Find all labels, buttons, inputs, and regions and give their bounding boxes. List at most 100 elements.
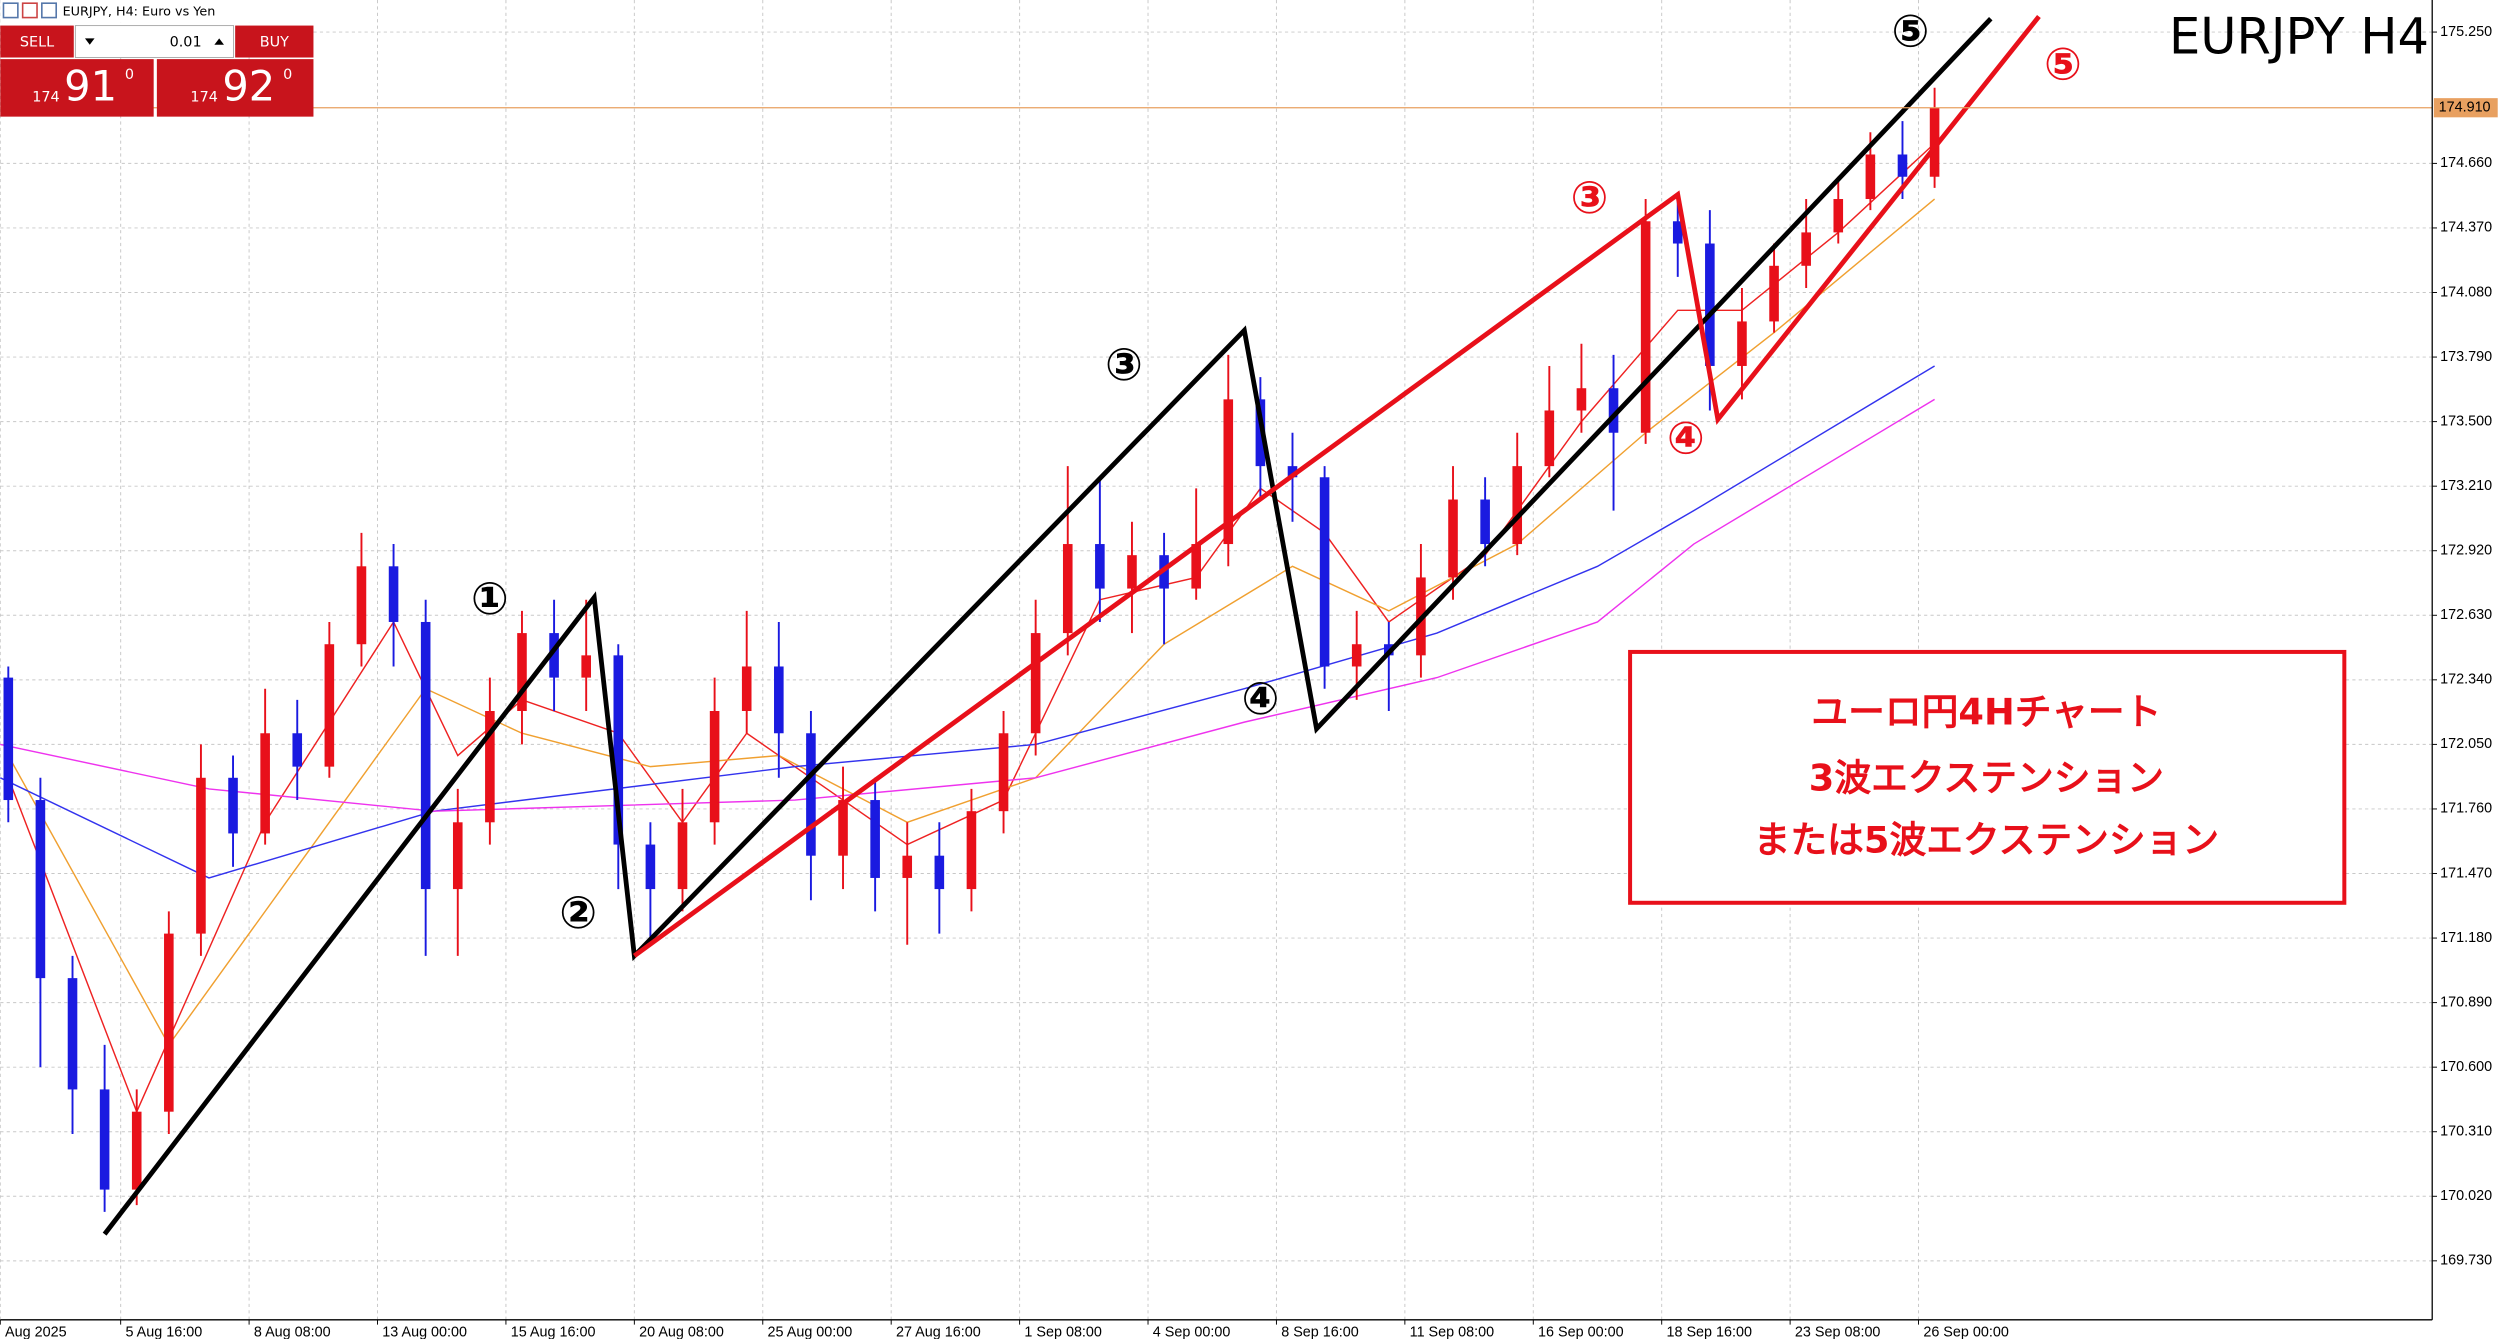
candle-body: [1865, 154, 1876, 200]
y-tick-label: 173.790: [2440, 349, 2492, 365]
price-main: 92: [222, 61, 275, 110]
x-tick-label: 8 Sep 16:00: [1281, 1324, 1359, 1339]
buy-price-box[interactable]: [156, 59, 314, 117]
x-tick-label: 13 Aug 00:00: [382, 1324, 467, 1339]
candle-body: [1255, 399, 1266, 467]
x-tick-label: 4 Sep 00:00: [1153, 1324, 1231, 1339]
x-tick-label: 18 Sep 16:00: [1666, 1324, 1752, 1339]
chart-title: EURJPY H4: [2169, 7, 2429, 65]
candle-body: [1544, 410, 1555, 467]
dropdown-arrow[interactable]: [84, 38, 95, 45]
y-tick-label: 172.920: [2440, 543, 2492, 559]
y-tick-label: 170.890: [2440, 994, 2492, 1010]
candle-body: [1737, 321, 1747, 366]
y-tick-label: 175.250: [2440, 24, 2492, 40]
candle-body: [1287, 466, 1298, 478]
wave-label: ④: [1667, 412, 1705, 465]
icon: [21, 2, 38, 19]
x-tick-label: 15 Aug 16:00: [511, 1324, 596, 1339]
price-prefix: 174: [190, 89, 217, 105]
candle-body: [838, 800, 848, 856]
candle-body: [164, 933, 174, 1112]
candle-body: [1062, 544, 1073, 634]
x-tick-label: 27 Aug 16:00: [896, 1324, 981, 1339]
candle-body: [356, 566, 367, 645]
candle-body: [966, 811, 977, 890]
buy-button[interactable]: [235, 25, 314, 58]
wave-label: ④: [1241, 672, 1279, 725]
annotation-text: ユーロ円4Hチャート: [1811, 691, 2161, 734]
candle-body: [99, 1089, 110, 1190]
candle-body: [35, 800, 46, 979]
window-header: [0, 0, 320, 23]
candle-body: [1833, 199, 1844, 233]
window-title: EURJPY, H4: Euro vs Yen: [63, 4, 216, 19]
price-main: 91: [64, 61, 117, 110]
x-tick-label: 26 Sep 00:00: [1923, 1324, 2009, 1339]
candle-body: [1512, 466, 1523, 545]
candle-body: [420, 621, 431, 890]
candle-body: [645, 844, 656, 890]
moving-average: [0, 365, 1935, 879]
wave-label: ②: [559, 886, 597, 939]
x-tick-label: 11 Sep 08:00: [1410, 1324, 1494, 1339]
y-tick-label: 173.500: [2440, 413, 2492, 429]
y-tick-label: 173.210: [2440, 478, 2492, 494]
candle-body: [292, 733, 303, 767]
candle-body: [1576, 388, 1587, 411]
candle-body: [1801, 232, 1811, 266]
icon: [2, 2, 19, 19]
candle-body: [324, 644, 335, 767]
price-sup: 0: [283, 67, 292, 83]
candle-body: [1897, 154, 1908, 177]
y-tick-label: 171.180: [2440, 930, 2492, 946]
sell-price-box[interactable]: [0, 59, 154, 117]
candle-body: [709, 711, 720, 823]
candle-body: [485, 711, 495, 823]
trade-panel: EURJPY, H4: Euro vs Yen SELL 0.01 BUY 17…: [0, 0, 320, 117]
y-tick-label: 169.730: [2440, 1253, 2492, 1269]
y-tick-label: 170.020: [2440, 1188, 2492, 1204]
spin-arrow[interactable]: [214, 38, 224, 45]
candle-body: [902, 855, 913, 878]
lot-field[interactable]: [74, 25, 235, 59]
candle-body: [1448, 499, 1458, 578]
wave-line: [102, 17, 1993, 1236]
y-tick-label: 172.630: [2440, 607, 2492, 623]
candle-body: [1640, 221, 1651, 433]
wave-label: ⑤: [2044, 38, 2082, 91]
sell-button[interactable]: [0, 25, 74, 58]
buy-label[interactable]: BUY: [260, 34, 289, 50]
last-price-label: 174.910: [2439, 100, 2491, 116]
annotation-text: 3波エクステンション: [1809, 756, 2164, 799]
candle-body: [1319, 477, 1330, 667]
y-tick-label: 171.470: [2440, 865, 2492, 881]
candle-body: [1095, 544, 1105, 589]
wave-label: ③: [1105, 338, 1143, 391]
annotation-box: [1628, 649, 2347, 905]
candle-body: [228, 777, 238, 834]
candle-body: [613, 655, 624, 845]
candle-body: [677, 822, 688, 890]
annotation-text: または5波エクステンション: [1754, 819, 2219, 862]
candle-body: [741, 666, 752, 712]
candle-body: [1608, 388, 1619, 433]
candle-body: [131, 1111, 142, 1190]
wave-label: ③: [1571, 171, 1609, 224]
candle-body: [260, 733, 270, 834]
price-sup: 0: [125, 67, 134, 83]
candle-body: [1030, 633, 1041, 734]
y-tick-label: 172.050: [2440, 736, 2492, 752]
lot-size[interactable]: 0.01: [170, 34, 202, 50]
price-prefix: 174: [32, 89, 59, 105]
candle-body: [1480, 499, 1490, 545]
sell-label[interactable]: SELL: [20, 34, 54, 50]
candle-body: [1672, 221, 1683, 244]
candle-body: [3, 677, 14, 801]
candle-body: [452, 822, 463, 890]
plot: ① ② ③ ④ ⑤ ③ ④ ⑤: [0, 4, 2433, 1236]
y-tick-label: 174.370: [2440, 220, 2492, 236]
candle-body: [870, 800, 880, 878]
x-tick-label: 8 Aug 08:00: [254, 1324, 331, 1339]
